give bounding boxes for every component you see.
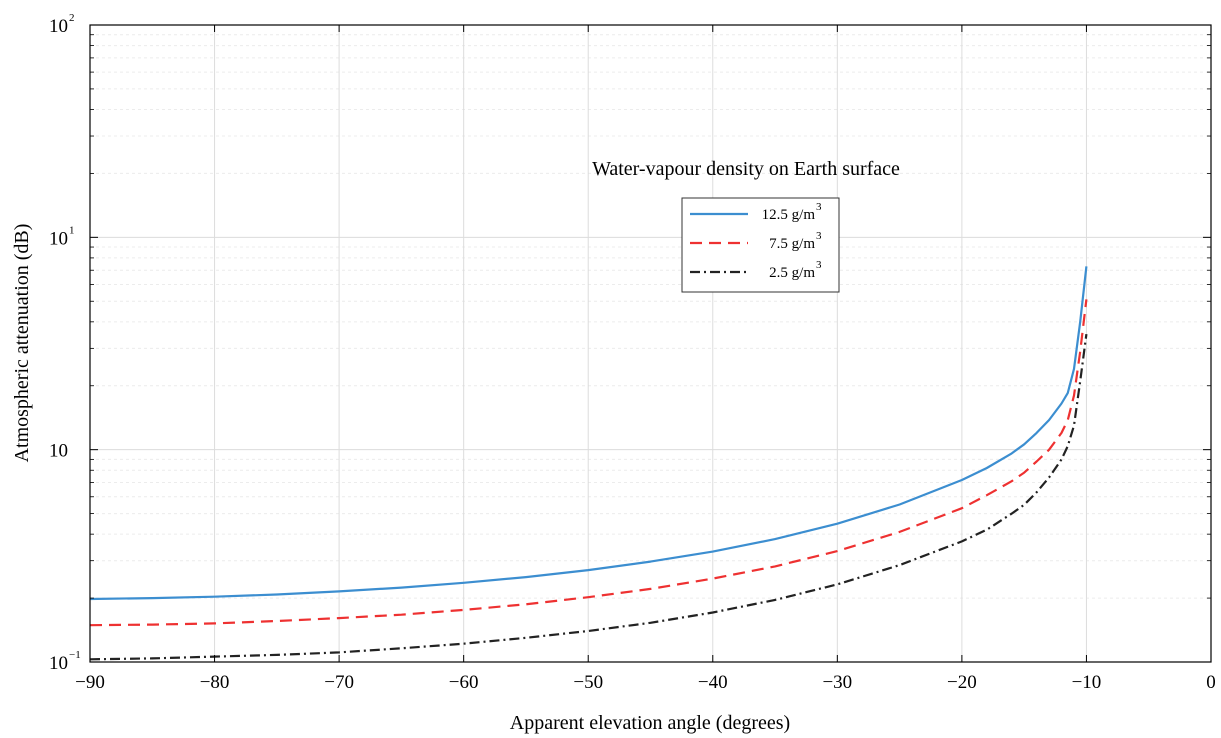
legend-label: 7.5 g/m <box>769 236 815 252</box>
x-tick-label: −60 <box>449 672 479 693</box>
legend-label-superscript: 3 <box>816 259 822 271</box>
plot-frame <box>89 24 1212 663</box>
y-tick-label-exponent: 1 <box>69 224 75 236</box>
x-tick-label: −90 <box>75 672 105 693</box>
x-tick-label: −80 <box>200 672 230 693</box>
legend-annotation: Water-vapour density on Earth surface <box>592 158 900 180</box>
legend-label: 12.5 g/m <box>762 207 816 223</box>
series-line <box>89 333 1088 661</box>
y-tick-label: 10 <box>49 653 68 674</box>
y-axis-label: Atmospheric attenuation (dB) <box>11 224 33 463</box>
x-tick-label: −30 <box>822 672 852 693</box>
plot-background <box>90 25 1211 662</box>
legend-label-superscript: 3 <box>816 201 822 213</box>
y-tick-label: 10 <box>49 441 68 462</box>
y-tick-label: 10 <box>49 228 68 249</box>
grid-major <box>90 25 1211 662</box>
x-tick-label: 0 <box>1206 672 1216 693</box>
series-lines <box>89 266 1088 661</box>
legend-label: 2.5 g/m <box>769 265 815 281</box>
series-line <box>89 299 1088 627</box>
y-tick-label-exponent: −1 <box>69 649 81 661</box>
x-tick-label: −70 <box>324 672 354 693</box>
legend-label-superscript: 3 <box>816 230 822 242</box>
x-tick-label: −40 <box>698 672 728 693</box>
y-tick-label-exponent: 2 <box>69 12 75 24</box>
y-tick-label: 10 <box>49 16 68 37</box>
x-tick-label: −10 <box>1072 672 1102 693</box>
series-line <box>89 266 1088 601</box>
x-tick-label: −50 <box>573 672 603 693</box>
grid-minor <box>90 34 1211 599</box>
x-tick-labels: −90 −80 −70 −60 −50 −40 −30 −20 −10 0 <box>75 672 1216 693</box>
legend: 12.5 g/m 37.5 g/m 32.5 g/m 3 <box>681 197 840 293</box>
axis-ticks <box>89 25 1212 663</box>
x-tick-label: −20 <box>947 672 977 693</box>
x-axis-label: Apparent elevation angle (degrees) <box>510 712 790 734</box>
